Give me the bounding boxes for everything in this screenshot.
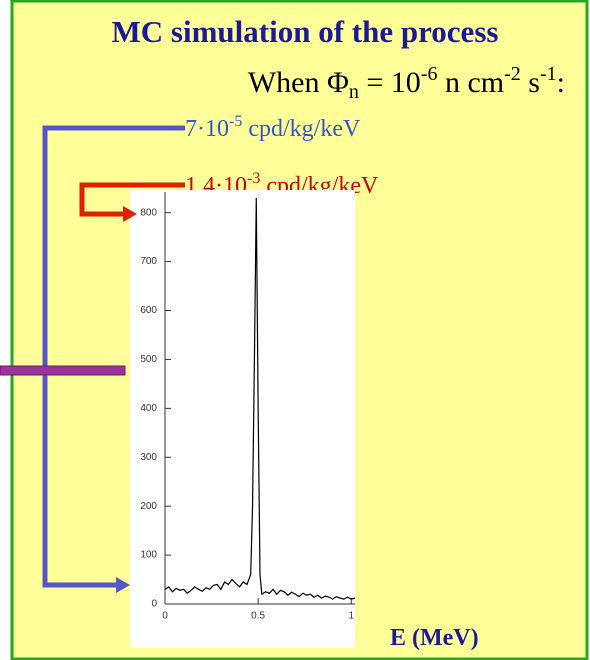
y-tick-label: 100: [140, 550, 157, 561]
cond-sup: -6: [421, 63, 438, 85]
blue-arrow: [42, 125, 185, 588]
purple-bar: [0, 365, 126, 376]
y-tick-label: 400: [140, 403, 157, 414]
cond-part: When Φ: [248, 66, 349, 99]
y-tick-label: 600: [140, 305, 157, 316]
y-tick-label: 200: [140, 501, 157, 512]
anno-part: cpd/kg/keV: [242, 116, 361, 142]
y-tick-label: 800: [140, 207, 157, 218]
cond-sup: -1: [540, 63, 557, 85]
cond-part: n cm: [437, 66, 504, 99]
blue-arrowhead: [116, 577, 130, 593]
cond-sup: -2: [504, 63, 521, 85]
x-tick-label: 0: [162, 611, 168, 622]
y-tick-label: 300: [140, 452, 157, 463]
anno-part: 7·10: [185, 116, 229, 142]
blue-annotation: 7·10-5 cpd/kg/keV: [185, 113, 361, 142]
anno-sup: -5: [229, 113, 242, 130]
x-tick-label: 0.5: [251, 611, 265, 622]
cond-part: :: [557, 66, 565, 99]
condition: When Φn = 10-6 n cm-2 s-1:: [248, 63, 565, 103]
anno-sup: -3: [247, 170, 260, 187]
plot: 0 100 200 300 400 500 600 700 800 0 0.5 1: [140, 192, 356, 622]
x-tick-label: 1: [348, 611, 354, 622]
cond-part: s: [521, 66, 540, 99]
spectrum-line: [164, 197, 356, 600]
x-axis-label: E (MeV): [390, 625, 479, 651]
y-tick-label: 500: [140, 354, 157, 365]
y-tick-label: 700: [140, 256, 157, 267]
red-arrow: [79, 182, 185, 217]
cond-sub: n: [349, 81, 359, 103]
cond-part: = 10: [359, 66, 421, 99]
red-arrowhead: [123, 206, 137, 222]
y-tick-label: 0: [151, 599, 157, 610]
plot-area: [130, 190, 355, 648]
title: MC simulation of the process: [112, 14, 499, 49]
